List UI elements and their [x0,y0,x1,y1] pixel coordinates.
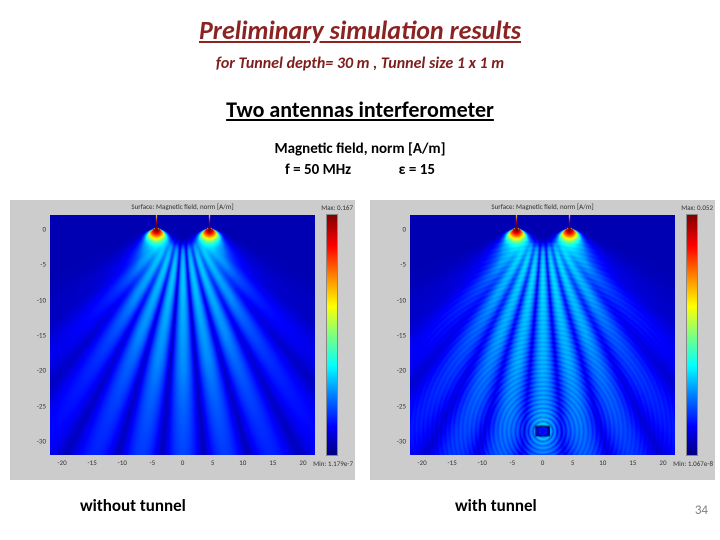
slide-title: Preliminary simulation results [0,14,720,46]
field-label-eps: ε = 15 [399,161,435,179]
slide-subtitle: for Tunnel depth= 30 m , Tunnel size 1 x… [0,54,720,73]
colorbar-right [687,215,697,455]
panel-with-tunnel: Surface: Magnetic field, norm [A/m] Max:… [370,200,715,480]
colorbar-min-right: Min: 1.067e-8 [673,459,713,468]
y-axis-left: 0-5-10-15-20-25-30 [12,215,48,455]
colorbar-max-left: Max: 0.167 [321,203,353,212]
plot-canvas-right [410,215,675,455]
colorbar-left [327,215,337,455]
x-axis-right: -20-15-10-505101520 [410,458,675,470]
caption-without-tunnel: without tunnel [80,495,186,516]
page-number: 34 [695,503,708,518]
colorbar-max-right: Max: 0.052 [681,203,713,212]
field-label-line1: Magnetic field, norm [A/m] [275,140,446,158]
plot-area-right [410,215,675,455]
panel-without-tunnel: Surface: Magnetic field, norm [A/m] Max:… [10,200,355,480]
plot-area-left [50,215,315,455]
colorbar-min-left: Min: 1.179e-7 [313,459,353,468]
section-heading: Two antennas interferometer [0,96,720,123]
plot-title-right: Surface: Magnetic field, norm [A/m] [370,202,715,211]
plot-title-left: Surface: Magnetic field, norm [A/m] [10,202,355,211]
y-axis-right: 0-5-10-15-20-25-30 [372,215,408,455]
caption-with-tunnel: with tunnel [455,495,537,516]
x-axis-left: -20-15-10-505101520 [50,458,315,470]
plot-canvas-left [50,215,315,455]
field-label-freq: f = 50 MHz [285,161,351,179]
field-label: Magnetic field, norm [A/m] f = 50 MHz ε … [0,140,720,180]
